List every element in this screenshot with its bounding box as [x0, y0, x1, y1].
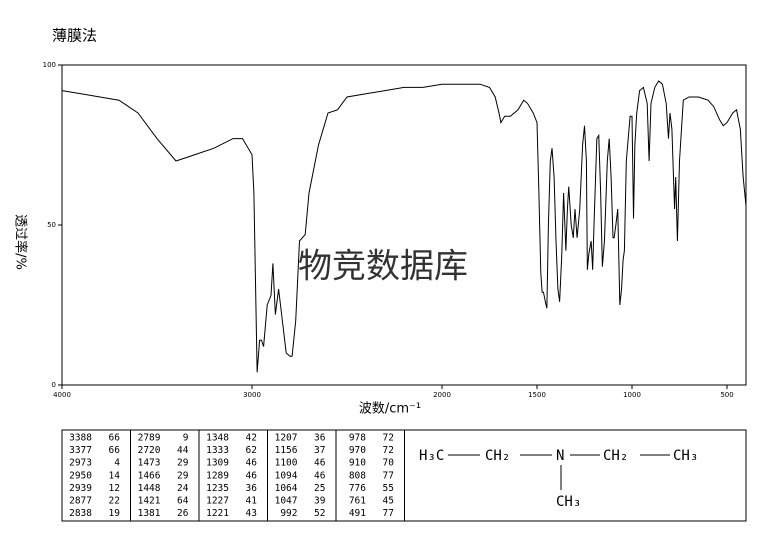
- wavenumber: 2789: [138, 433, 161, 444]
- wavenumber: 1309: [206, 458, 229, 469]
- wavenumber: 1094: [275, 470, 298, 481]
- wavenumber: 1448: [138, 483, 161, 494]
- wavenumber: 1333: [206, 445, 229, 456]
- atom-group: N: [556, 448, 564, 464]
- transmittance: 26: [177, 508, 189, 519]
- x-axis-label: 波数/cm⁻¹: [359, 402, 421, 417]
- transmittance: 45: [383, 496, 394, 507]
- wavenumber: 1235: [206, 483, 229, 494]
- transmittance: 25: [314, 483, 325, 494]
- transmittance: 62: [246, 445, 257, 456]
- transmittance: 70: [383, 458, 395, 469]
- wavenumber: 2950: [69, 470, 92, 481]
- transmittance: 46: [314, 470, 326, 481]
- transmittance: 39: [314, 496, 326, 507]
- transmittance: 29: [177, 470, 189, 481]
- wavenumber: 1207: [275, 433, 298, 444]
- transmittance: 55: [383, 483, 394, 494]
- wavenumber: 2973: [69, 458, 92, 469]
- transmittance: 42: [246, 433, 257, 444]
- transmittance: 37: [314, 445, 325, 456]
- transmittance: 14: [109, 470, 121, 481]
- wavenumber: 491: [349, 508, 366, 519]
- x-tick-label: 1000: [623, 391, 641, 399]
- watermark: 物竞数据库: [298, 247, 468, 287]
- transmittance: 46: [246, 458, 258, 469]
- y-tick-label: 0: [52, 381, 56, 389]
- transmittance: 29: [177, 458, 189, 469]
- wavenumber: 776: [349, 483, 366, 494]
- wavenumber: 2838: [69, 508, 92, 519]
- atom-group: CH₃: [556, 494, 581, 510]
- wavenumber: 992: [280, 508, 297, 519]
- wavenumber: 1381: [138, 508, 161, 519]
- atom-group: H₃C: [419, 448, 444, 464]
- transmittance: 41: [246, 496, 258, 507]
- wavenumber: 761: [349, 496, 366, 507]
- x-tick-label: 500: [720, 391, 733, 399]
- transmittance: 9: [183, 433, 189, 444]
- transmittance: 72: [383, 433, 394, 444]
- wavenumber: 1221: [206, 508, 229, 519]
- wavenumber: 2720: [138, 445, 161, 456]
- transmittance: 19: [109, 508, 121, 519]
- atom-group: CH₃: [673, 448, 698, 464]
- x-tick-label: 3000: [243, 391, 261, 399]
- transmittance: 24: [177, 483, 189, 494]
- transmittance: 22: [109, 496, 120, 507]
- x-tick-label: 2000: [433, 391, 451, 399]
- transmittance: 46: [314, 458, 326, 469]
- wavenumber: 1473: [138, 458, 161, 469]
- transmittance: 44: [177, 445, 189, 456]
- transmittance: 66: [109, 445, 121, 456]
- wavenumber: 1348: [206, 433, 229, 444]
- structure: H₃C CH₂ N CH₂ CH₃ CH₃: [419, 448, 698, 510]
- wavenumber: 1100: [275, 458, 298, 469]
- wavenumber: 3388: [69, 433, 92, 444]
- y-axis-label: 透过率/%: [13, 214, 29, 270]
- y-tick-label: 100: [43, 61, 56, 69]
- wavenumber: 1289: [206, 470, 229, 481]
- wavenumber: 1227: [206, 496, 229, 507]
- wavenumber: 808: [349, 470, 366, 481]
- wavenumber: 1421: [138, 496, 161, 507]
- transmittance: 77: [383, 508, 394, 519]
- wavenumber: 1466: [138, 470, 161, 481]
- transmittance: 52: [314, 508, 325, 519]
- transmittance: 64: [177, 496, 189, 507]
- atom-group: CH₂: [603, 448, 628, 464]
- wavenumber: 1064: [275, 483, 298, 494]
- x-tick-label: 4000: [53, 391, 71, 399]
- transmittance: 43: [246, 508, 257, 519]
- wavenumber: 1156: [275, 445, 298, 456]
- transmittance: 66: [109, 433, 121, 444]
- wavenumber: 2939: [69, 483, 92, 494]
- wavenumber: 970: [349, 445, 366, 456]
- transmittance: 36: [246, 483, 258, 494]
- transmittance: 46: [246, 470, 258, 481]
- wavenumber: 2877: [69, 496, 92, 507]
- wavenumber: 978: [349, 433, 366, 444]
- x-tick-label: 1500: [528, 391, 546, 399]
- atom-group: CH₂: [485, 448, 510, 464]
- wavenumber: 1047: [275, 496, 298, 507]
- transmittance: 36: [314, 433, 326, 444]
- transmittance: 4: [114, 458, 120, 469]
- y-tick-label: 50: [47, 221, 56, 229]
- transmittance: 12: [109, 483, 120, 494]
- spectrum-line: [61, 80, 747, 373]
- wavenumber: 3377: [69, 445, 92, 456]
- transmittance: 77: [383, 470, 394, 481]
- transmittance: 72: [383, 445, 394, 456]
- wavenumber: 910: [349, 458, 366, 469]
- plot-frame: [61, 64, 747, 386]
- chart-title: 薄膜法: [52, 27, 97, 45]
